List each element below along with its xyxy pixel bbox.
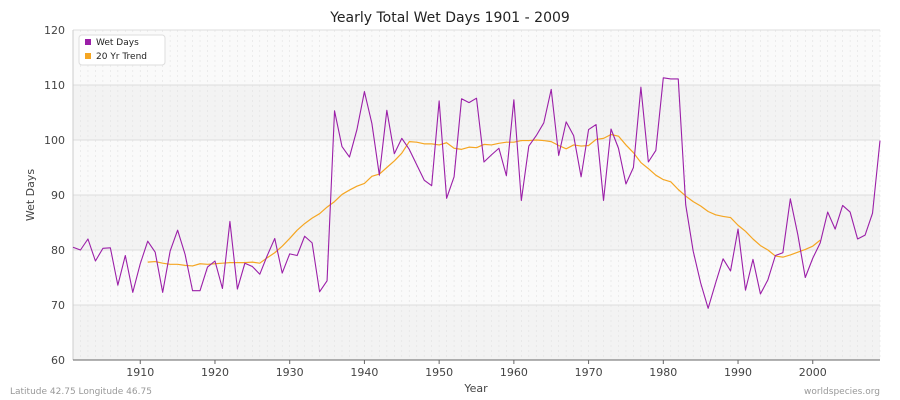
footer-location: Latitude 42.75 Longitude 46.75: [10, 387, 152, 397]
y-tick-label: 100: [44, 134, 65, 147]
y-tick-label: 80: [51, 244, 65, 257]
y-tick-labels: 60 70 80 90 100 110 120: [44, 24, 65, 367]
legend-swatch-trend: [85, 53, 91, 59]
x-axis-label: Year: [463, 382, 488, 395]
legend-box: [78, 34, 166, 66]
legend: Wet Days 20 Yr Trend: [78, 34, 166, 66]
x-tick-labels: 1910 1920 1930 1940 1950 1960 1970 1980 1990 2000: [126, 360, 827, 379]
x-tick-label: 2000: [799, 366, 827, 379]
series-line-wet-days: [72, 77, 881, 309]
footer-source: worldspecies.org: [804, 387, 880, 397]
legend-swatch-wet-days: [85, 39, 91, 45]
y-axis-label: Wet Days: [24, 169, 37, 222]
x-tick-label: 1980: [649, 366, 677, 379]
series-lines: [72, 77, 881, 309]
x-tick-label: 1940: [350, 366, 378, 379]
legend-label-trend: 20 Yr Trend: [96, 52, 147, 62]
chart-title: Yearly Total Wet Days 1901 - 2009: [329, 10, 570, 26]
x-tick-label: 1910: [126, 366, 154, 379]
x-tick-label: 1930: [276, 366, 304, 379]
x-tick-label: 1960: [500, 366, 528, 379]
y-tick-label: 110: [44, 79, 65, 92]
y-tick-label: 90: [51, 189, 65, 202]
y-tick-label: 70: [51, 299, 65, 312]
legend-label-wet-days: Wet Days: [96, 38, 139, 48]
y-tick-label: 120: [44, 24, 65, 37]
series-line-trend: [147, 133, 821, 267]
x-tick-label: 1950: [425, 366, 453, 379]
x-tick-label: 1990: [724, 366, 752, 379]
x-tick-label: 1970: [575, 366, 603, 379]
y-tick-label: 60: [51, 354, 65, 367]
x-tick-label: 1920: [201, 366, 229, 379]
